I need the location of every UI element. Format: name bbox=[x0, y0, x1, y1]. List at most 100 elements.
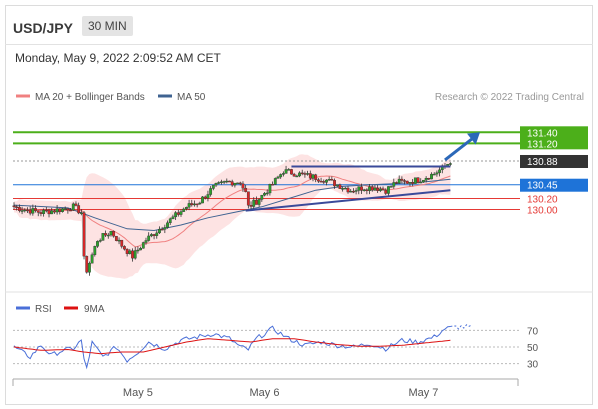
candle-body bbox=[104, 233, 107, 236]
rsi-tick-70: 70 bbox=[527, 326, 539, 337]
candle-body bbox=[93, 246, 97, 255]
candle-body bbox=[403, 180, 406, 182]
candle-body bbox=[416, 177, 420, 183]
candle-body bbox=[435, 172, 439, 175]
candle-body bbox=[268, 184, 272, 194]
candle-body bbox=[284, 169, 288, 174]
credit-text: Research © 2022 Trading Central bbox=[435, 92, 584, 103]
candle-body bbox=[314, 174, 318, 180]
candle-body bbox=[389, 186, 393, 188]
candle-body bbox=[90, 254, 94, 264]
candle-body bbox=[230, 181, 234, 186]
candle-body bbox=[211, 184, 215, 189]
candle-body bbox=[217, 182, 221, 184]
candle-body bbox=[152, 234, 156, 236]
candle-body bbox=[306, 173, 310, 175]
rsi-tick-50: 50 bbox=[527, 343, 539, 354]
candle-body bbox=[53, 210, 56, 213]
candle-body bbox=[112, 231, 116, 237]
candle-body bbox=[287, 169, 291, 171]
support-label-130.00: 130.00 bbox=[527, 206, 558, 217]
candle-body bbox=[290, 169, 293, 175]
legend-label-9ma: 9MA bbox=[84, 304, 105, 315]
candle-body bbox=[125, 248, 129, 254]
candle-body bbox=[120, 239, 124, 247]
candle-body bbox=[325, 179, 328, 183]
candle-body bbox=[311, 174, 315, 179]
candle-body bbox=[422, 179, 425, 183]
rsi-ma-line bbox=[13, 338, 451, 355]
candle-body bbox=[338, 184, 342, 189]
candle-body bbox=[184, 206, 188, 210]
candle-body bbox=[351, 190, 355, 193]
candle-body bbox=[139, 248, 143, 251]
x-tick-label: May 6 bbox=[250, 387, 280, 399]
candle-body bbox=[295, 175, 299, 178]
candle-body bbox=[101, 233, 105, 241]
candle-body bbox=[236, 182, 239, 185]
header-divider bbox=[5, 44, 593, 45]
candle-body bbox=[370, 186, 374, 191]
candle-body bbox=[360, 186, 363, 191]
bollinger-band bbox=[14, 154, 451, 279]
candle-body bbox=[50, 210, 54, 215]
forecast-arrow-shaft bbox=[444, 136, 475, 162]
candle-body bbox=[55, 208, 59, 213]
candle-body bbox=[400, 178, 404, 181]
candle-body bbox=[201, 196, 204, 204]
candle-body bbox=[343, 187, 347, 190]
candle-body bbox=[160, 228, 164, 231]
candle-body bbox=[341, 188, 345, 190]
candle-body bbox=[114, 235, 118, 241]
legend-label-ma50: MA 50 bbox=[177, 92, 206, 103]
candle-body bbox=[149, 234, 153, 237]
candle-body bbox=[330, 179, 334, 181]
candle-body bbox=[144, 240, 148, 243]
candle-body bbox=[349, 190, 353, 193]
candle-body bbox=[335, 184, 339, 187]
candle-body bbox=[34, 208, 37, 211]
candle-body bbox=[257, 199, 261, 205]
pivot-label-box bbox=[520, 178, 588, 192]
candle-body bbox=[66, 208, 70, 211]
candle-body bbox=[327, 179, 331, 181]
candle-body bbox=[432, 173, 436, 176]
timeframe-badge[interactable]: 30 MIN bbox=[82, 16, 133, 36]
candle-body bbox=[74, 203, 78, 206]
candle-body bbox=[96, 241, 99, 247]
candle-body bbox=[203, 196, 207, 199]
candle-body bbox=[166, 222, 169, 228]
candle-body bbox=[265, 192, 269, 195]
rsi-line-projection bbox=[450, 324, 473, 330]
candle-body bbox=[241, 183, 245, 189]
candle-body bbox=[128, 250, 132, 254]
datetime-label: Monday, May 9, 2022 2:09:52 AM CET bbox=[15, 51, 221, 65]
candle-body bbox=[252, 199, 256, 207]
candle-body bbox=[82, 212, 86, 257]
candle-body bbox=[354, 190, 358, 192]
candle-body bbox=[246, 191, 250, 206]
candle-body bbox=[71, 203, 75, 211]
candle-body bbox=[158, 228, 161, 234]
candle-body bbox=[271, 184, 274, 186]
candle-body bbox=[63, 208, 67, 210]
candle-body bbox=[182, 208, 186, 212]
candle-body bbox=[174, 212, 178, 218]
candle-body bbox=[69, 209, 72, 212]
candle-body bbox=[198, 202, 202, 205]
candle-body bbox=[79, 212, 83, 214]
candle-body bbox=[405, 180, 409, 184]
candle-body bbox=[316, 179, 320, 182]
candle-body bbox=[214, 183, 218, 186]
candle-body bbox=[373, 187, 377, 191]
candle-body bbox=[376, 187, 380, 191]
candle-body bbox=[395, 182, 398, 184]
candle-body bbox=[58, 208, 62, 212]
candle-body bbox=[209, 188, 213, 195]
candle-body bbox=[31, 208, 35, 214]
candle-body bbox=[233, 182, 237, 186]
candle-body bbox=[384, 189, 388, 194]
candle-body bbox=[133, 250, 137, 259]
symbol-title: USD/JPY bbox=[13, 20, 73, 36]
candle-body bbox=[36, 210, 40, 213]
